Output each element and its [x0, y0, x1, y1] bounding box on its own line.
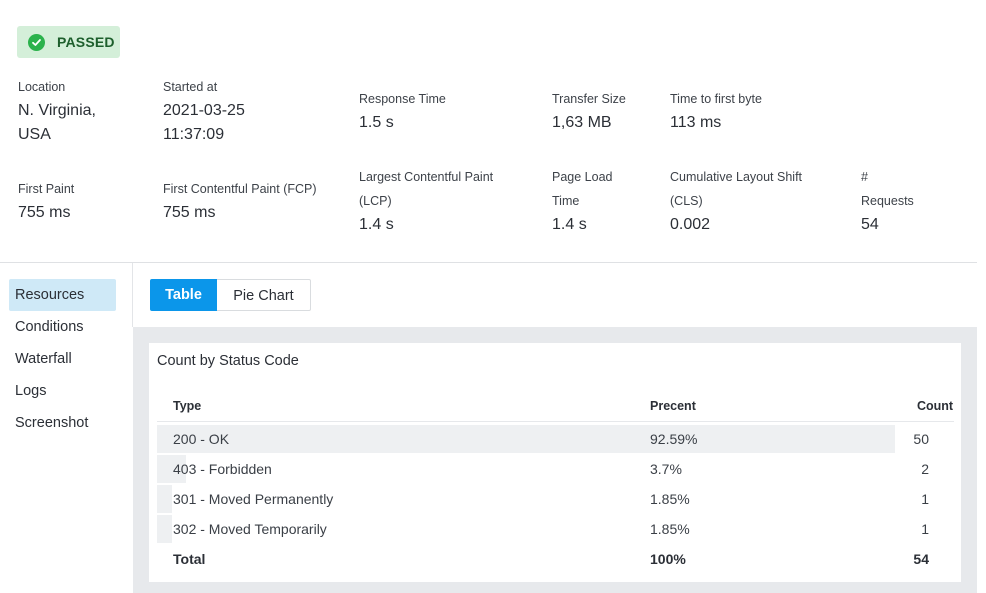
- share-bar: [157, 485, 172, 513]
- cell-percent: 1.85%: [650, 521, 690, 537]
- metric-value: 1.5 s: [359, 114, 394, 131]
- share-bar: [157, 455, 186, 483]
- cell-count: 2: [921, 461, 929, 477]
- cell-percent: 3.7%: [650, 461, 682, 477]
- metric-requests: # Requests 54: [861, 165, 914, 237]
- cell-count: 54: [913, 551, 929, 567]
- sidebar-item-logs[interactable]: Logs: [15, 383, 47, 399]
- cell-type: 200 - OK: [173, 431, 230, 447]
- metric-value: USA: [18, 126, 51, 143]
- metric-value: 755 ms: [163, 204, 216, 221]
- metric-value: 54: [861, 216, 879, 233]
- check-circle-icon: [28, 33, 45, 51]
- metric-label: Transfer Size: [552, 92, 626, 106]
- share-bar: [157, 515, 172, 543]
- metric-label: Location: [18, 80, 66, 94]
- table-total-row: Total 100% 54: [157, 545, 954, 573]
- table-row: 301 - Moved Permanently 1.85% 1: [157, 485, 954, 513]
- sidebar-item-conditions[interactable]: Conditions: [15, 319, 84, 335]
- metric-label: Started at: [163, 80, 218, 94]
- cell-percent: 100%: [650, 551, 686, 567]
- metric-value: 11:37:09: [163, 126, 225, 143]
- metric-value: 755 ms: [18, 204, 71, 221]
- sidebar-nav: Resources Conditions Waterfall Logs Scre…: [9, 279, 116, 439]
- metric-location: Location N. Virginia, USA: [18, 75, 96, 147]
- status-badge: PASSED: [17, 26, 120, 58]
- metric-started-at: Started at 2021-03-25 11:37:09: [163, 75, 245, 147]
- sidebar-divider: [132, 263, 133, 327]
- view-toggle: Table Pie Chart: [150, 279, 311, 311]
- status-code-card: [149, 343, 961, 582]
- sidebar-item-resources[interactable]: Resources: [9, 279, 116, 311]
- metric-page-load: Page Load Time 1.4 s: [552, 165, 612, 237]
- column-header-percent[interactable]: Precent: [650, 399, 696, 413]
- metric-value: 2021-03-25: [163, 102, 245, 119]
- section-divider: [0, 262, 977, 263]
- column-header-count[interactable]: Count: [917, 399, 954, 413]
- metric-label: #: [861, 170, 868, 184]
- metric-label: Largest Contentful Paint: [359, 170, 494, 184]
- metric-value: N. Virginia,: [18, 102, 96, 119]
- metric-fcp: First Contentful Paint (FCP) 755 ms: [163, 177, 317, 225]
- table-row: 200 - OK 92.59% 50: [157, 425, 954, 453]
- metric-value: 1.4 s: [552, 216, 587, 233]
- metric-response-time: Response Time 1.5 s: [359, 87, 446, 135]
- cell-percent: 92.59%: [650, 431, 698, 447]
- metric-lcp: Largest Contentful Paint (LCP) 1.4 s: [359, 165, 493, 237]
- metric-label: First Contentful Paint (FCP): [163, 182, 317, 196]
- metric-label: Time: [552, 194, 580, 208]
- cell-count: 1: [921, 521, 929, 537]
- cell-count: 50: [913, 431, 929, 447]
- table-view-button[interactable]: Table: [150, 279, 217, 311]
- metric-label: (CLS): [670, 194, 703, 208]
- metric-cls: Cumulative Layout Shift (CLS) 0.002: [670, 165, 802, 237]
- metric-label: First Paint: [18, 182, 75, 196]
- metric-value: 113 ms: [670, 114, 722, 131]
- metric-label: Time to first byte: [670, 92, 762, 106]
- cell-type: 301 - Moved Permanently: [173, 491, 334, 507]
- share-bar: [157, 425, 895, 453]
- cell-type: 403 - Forbidden: [173, 461, 272, 477]
- metric-label: Requests: [861, 194, 914, 208]
- status-label: PASSED: [57, 34, 115, 50]
- metric-value: 1.4 s: [359, 216, 394, 233]
- pie-chart-view-button[interactable]: Pie Chart: [217, 279, 311, 311]
- header-divider: [157, 421, 954, 422]
- table-row: 302 - Moved Temporarily 1.85% 1: [157, 515, 954, 543]
- metric-label: Cumulative Layout Shift: [670, 170, 803, 184]
- metric-first-paint: First Paint 755 ms: [18, 177, 74, 225]
- column-header-type[interactable]: Type: [173, 399, 202, 413]
- metric-transfer-size: Transfer Size 1,63 MB: [552, 87, 626, 135]
- metric-value: 1,63 MB: [552, 114, 612, 131]
- metric-label: Page Load: [552, 170, 613, 184]
- metric-ttfb: Time to first byte 113 ms: [670, 87, 762, 135]
- metric-label: Response Time: [359, 92, 446, 106]
- sidebar-item-waterfall[interactable]: Waterfall: [15, 351, 72, 367]
- metric-label: (LCP): [359, 194, 392, 208]
- card-title: Count by Status Code: [157, 353, 299, 369]
- cell-type: Total: [173, 551, 206, 567]
- cell-type: 302 - Moved Temporarily: [173, 521, 327, 537]
- cell-percent: 1.85%: [650, 491, 690, 507]
- sidebar-item-screenshot[interactable]: Screenshot: [15, 415, 89, 431]
- cell-count: 1: [921, 491, 929, 507]
- table-row: 403 - Forbidden 3.7% 2: [157, 455, 954, 483]
- metric-value: 0.002: [670, 216, 711, 233]
